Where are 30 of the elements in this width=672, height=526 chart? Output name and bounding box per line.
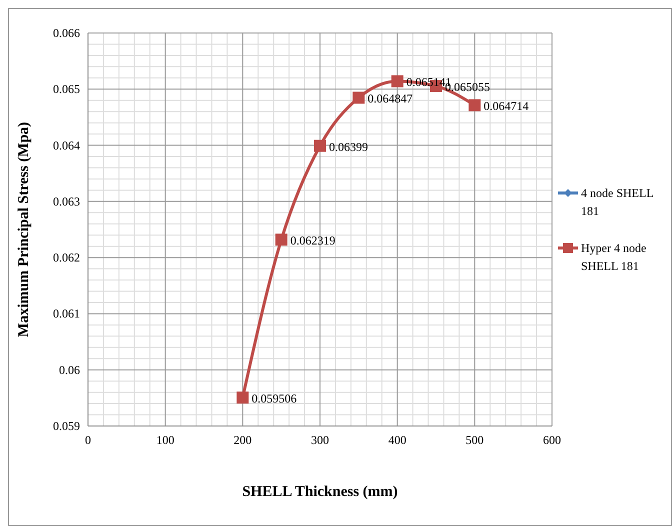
point <box>468 99 481 112</box>
point <box>314 140 326 152</box>
point <box>352 92 365 104</box>
y-tick-label: 0.061 <box>53 306 80 321</box>
y-tick-label: 0.064 <box>53 138 80 152</box>
data-label: 0.064847 <box>368 92 413 106</box>
point <box>275 234 288 246</box>
x-tick-label: 600 <box>543 433 561 447</box>
y-tick-label: 0.066 <box>53 26 80 40</box>
x-tick-label: 500 <box>466 433 484 447</box>
y-tick-label: 0.062 <box>53 250 80 265</box>
data-label: 0.06399 <box>329 140 368 154</box>
point <box>391 75 404 88</box>
data-label: 0.059506 <box>252 392 297 406</box>
y-tick-label: 0.063 <box>53 194 80 208</box>
x-tick-label: 300 <box>311 433 329 447</box>
y-tick-label: 0.06 <box>59 362 80 377</box>
x-tick-label: 200 <box>234 433 252 447</box>
point <box>236 392 249 404</box>
data-label: 0.062319 <box>290 234 336 248</box>
x-axis-title: SHELL Thickness (mm) <box>242 484 398 500</box>
y-tick-label: 0.059 <box>53 419 80 433</box>
y-axis-title: Maximum Principal Stress (Mpa) <box>16 122 32 338</box>
data-label: 0.064714 <box>484 99 529 114</box>
legend-label: Hyper 4 node SHELL 181 <box>581 241 646 273</box>
x-tick-label: 400 <box>388 433 406 447</box>
y-tick-label: 0.065 <box>53 82 80 96</box>
x-tick-label: 0 <box>85 433 91 447</box>
legend-label: 4 node SHELL 181 <box>581 186 654 218</box>
x-tick-label: 100 <box>156 433 174 447</box>
